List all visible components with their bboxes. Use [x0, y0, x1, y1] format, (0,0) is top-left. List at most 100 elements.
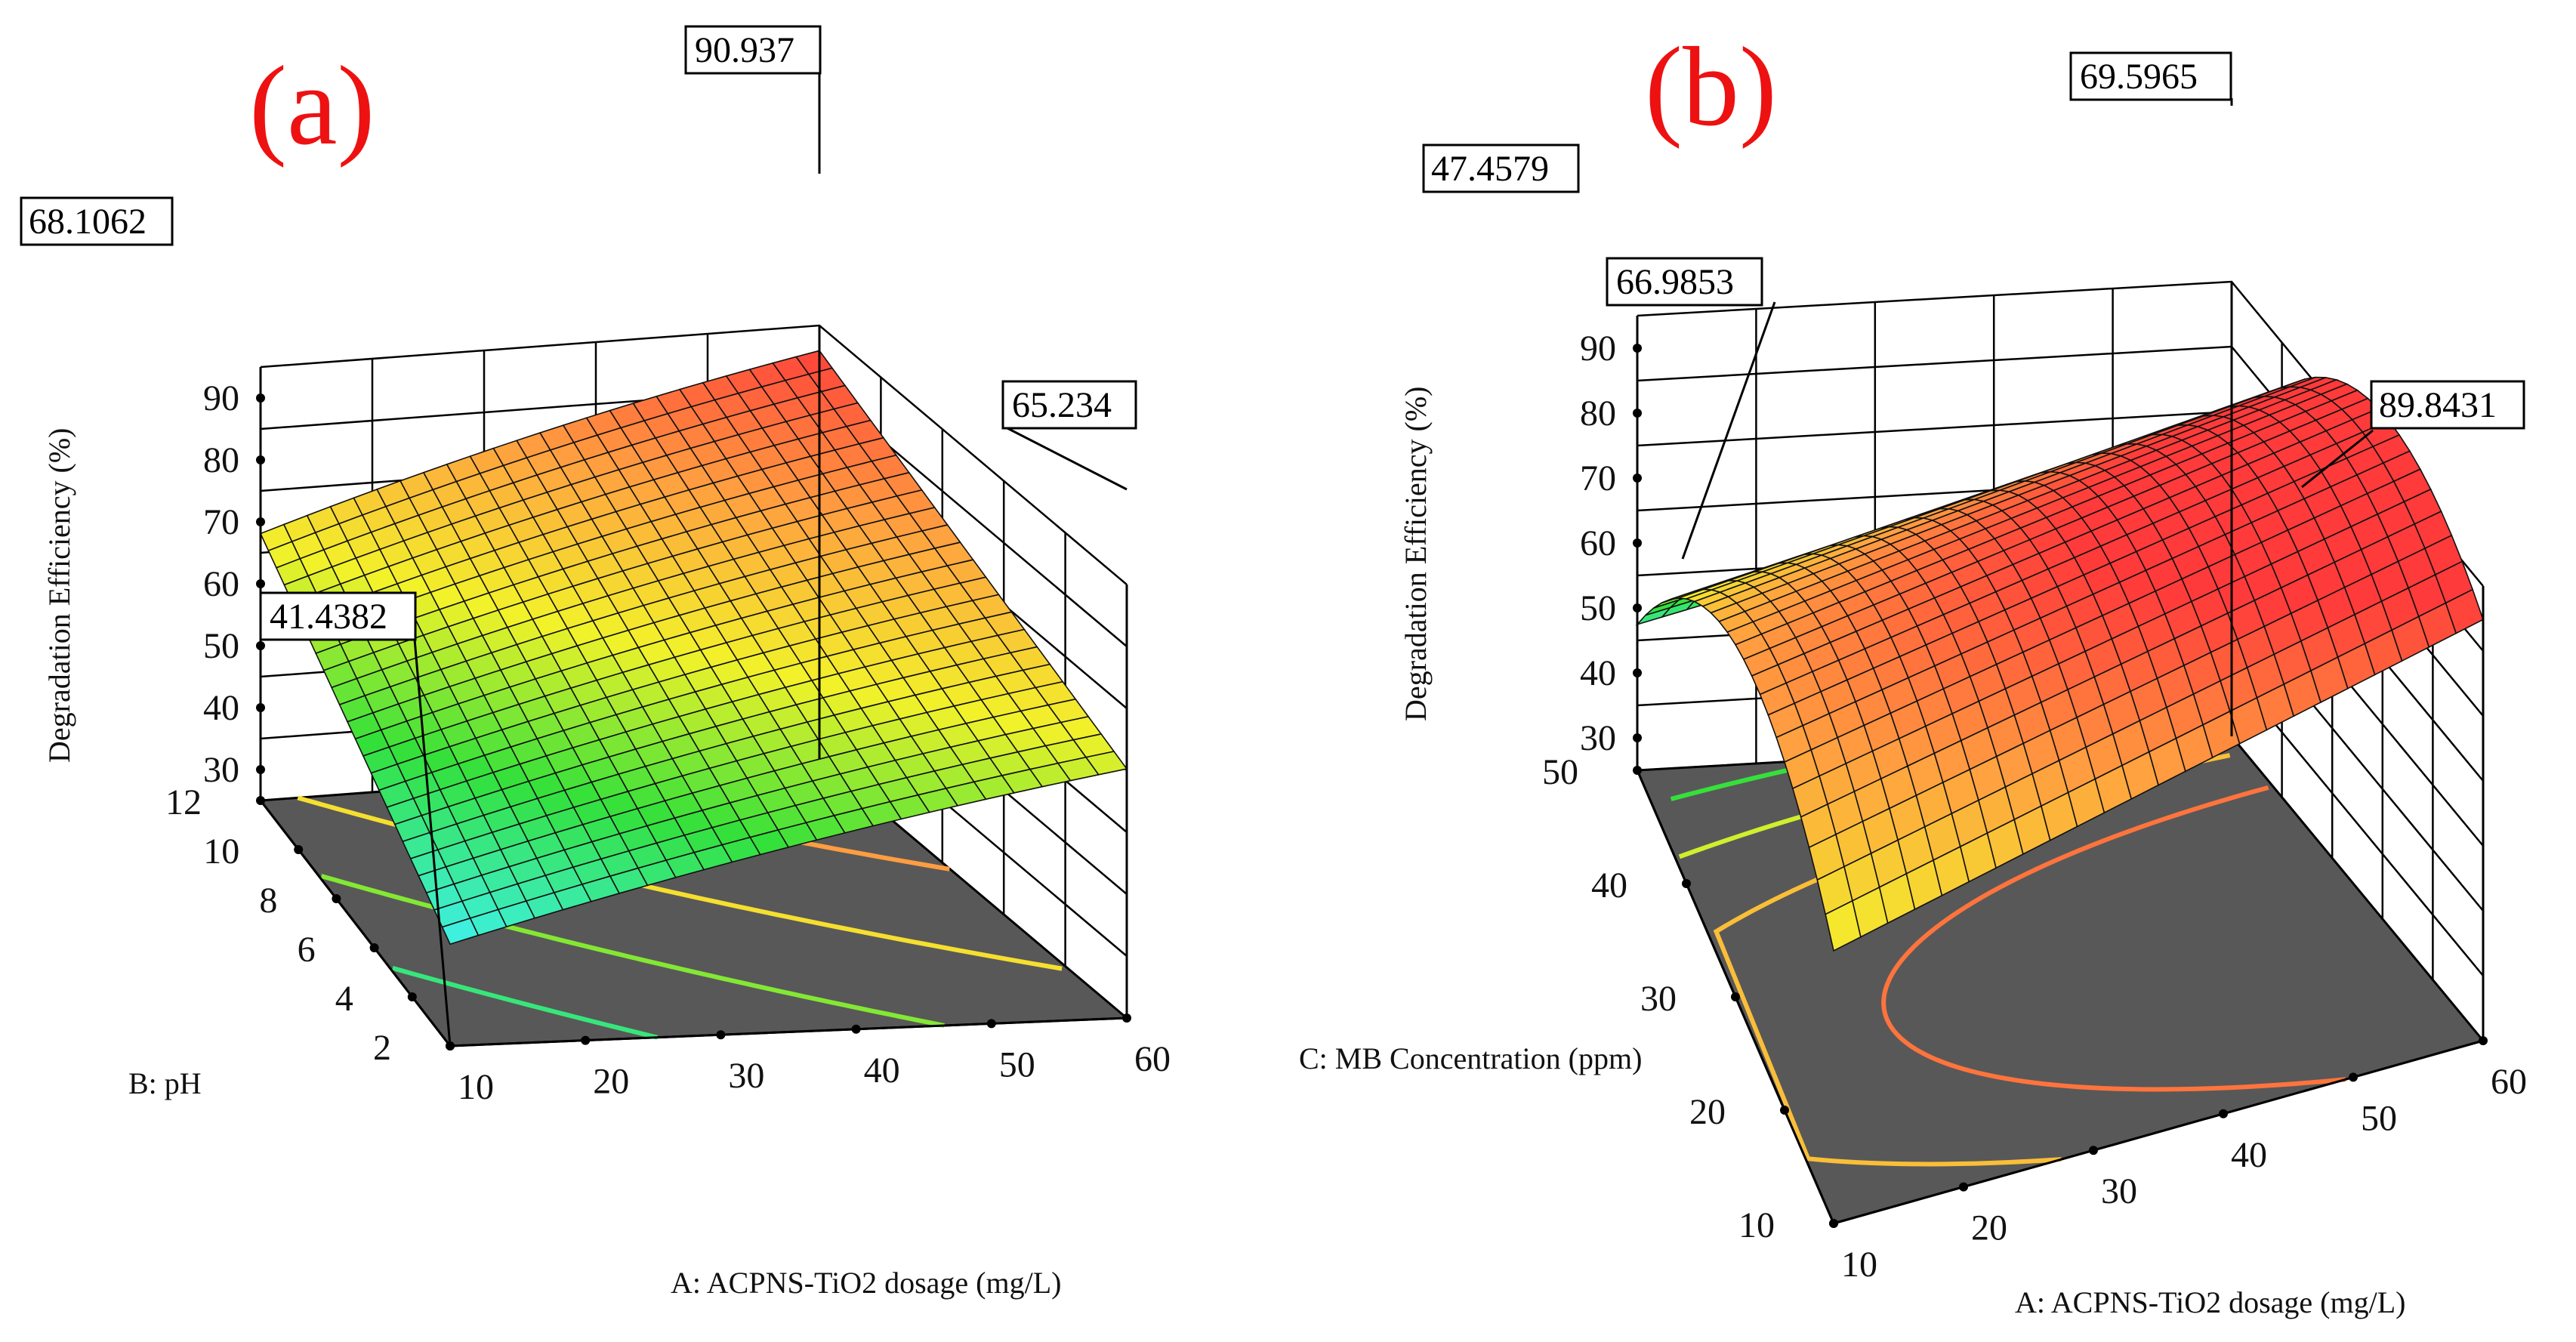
x-tick-label: 20 [593, 1062, 629, 1102]
x-tick-mark [2479, 1036, 2488, 1045]
y-tick-mark [1829, 1219, 1838, 1228]
y-tick-label: 8 [259, 881, 277, 921]
panel-b: (b) 102030405060102030405030405060708090… [1299, 24, 2527, 1319]
panel-b-callout-front-left: 66.9853 [1606, 257, 1763, 307]
panel-b-callout-back-left: 47.4579 [1422, 143, 1580, 193]
x-tick-label: 30 [2101, 1171, 2137, 1211]
z-tick-label: 70 [203, 502, 239, 542]
x-tick-mark [581, 1035, 591, 1045]
x-tick-mark [1122, 1013, 1131, 1023]
panel-b-y-axis-label: C: MB Concentration (ppm) [1299, 1041, 1642, 1075]
x-tick-label: 10 [1841, 1245, 1877, 1285]
z-tick-mark [256, 393, 265, 403]
x-tick-mark [851, 1024, 861, 1034]
z-tick-label: 60 [1580, 523, 1616, 563]
y-tick-mark [369, 943, 379, 952]
z-tick-label: 30 [1580, 718, 1616, 758]
z-tick-label: 50 [203, 626, 239, 666]
surface-cell [1825, 899, 1862, 952]
y-tick-label: 2 [373, 1028, 391, 1068]
panel-b-callout-right: 89.8431 [2370, 380, 2525, 430]
contour-line [392, 966, 659, 1040]
z-tick-mark [1633, 538, 1642, 548]
panel-a-z-axis-label: Degradation Efficiency (%) [42, 428, 76, 764]
svg-text:65.234: 65.234 [1012, 385, 1112, 425]
x-tick-label: 40 [2231, 1135, 2267, 1175]
x-tick-mark [2089, 1146, 2098, 1155]
x-tick-mark [2349, 1072, 2358, 1082]
x-tick-mark [2219, 1109, 2228, 1118]
z-tick-mark [256, 455, 265, 464]
x-tick-mark [716, 1030, 726, 1040]
z-tick-mark [256, 579, 265, 588]
panel-a-title: (a) [249, 43, 375, 168]
z-tick-label: 80 [1580, 393, 1616, 433]
surface-cell [441, 917, 480, 946]
z-tick-label: 50 [1580, 588, 1616, 628]
x-axis-line [449, 1017, 1128, 1047]
panel-b-surface [1635, 376, 2484, 952]
y-tick-mark [1633, 766, 1642, 775]
panel-a-y-axis-label: B: pH [128, 1066, 202, 1100]
panel-a-callout-front: 41.4382 [259, 591, 417, 641]
svg-text:68.1062: 68.1062 [29, 202, 147, 242]
x-tick-label: 20 [1971, 1208, 2007, 1248]
z-tick-mark [1633, 409, 1642, 418]
y-tick-label: 10 [203, 831, 239, 872]
x-tick-label: 50 [2361, 1098, 2397, 1138]
y-tick-mark [294, 845, 304, 854]
z-tick-label: 80 [203, 440, 239, 480]
x-tick-mark [986, 1019, 996, 1029]
y-tick-mark [256, 796, 265, 805]
x-tick-label: 30 [728, 1056, 764, 1096]
y-tick-label: 12 [165, 782, 202, 822]
panel-b-title: (b) [1645, 24, 1777, 150]
x-tick-label: 10 [458, 1067, 494, 1107]
y-tick-mark [1682, 879, 1691, 888]
z-tick-label: 30 [203, 750, 239, 790]
y-tick-label: 20 [1689, 1092, 1726, 1132]
z-tick-mark [1633, 344, 1642, 353]
panel-b-z-axis-label: Degradation Efficiency (%) [1399, 387, 1433, 722]
y-tick-mark [1780, 1106, 1789, 1115]
z-tick-label: 40 [1580, 653, 1616, 693]
y-tick-label: 50 [1542, 752, 1578, 792]
y-tick-label: 30 [1640, 979, 1677, 1019]
z-tick-mark [1633, 474, 1642, 483]
z-tick-mark [256, 641, 265, 650]
y-tick-label: 10 [1738, 1205, 1775, 1245]
svg-text:66.9853: 66.9853 [1616, 262, 1734, 302]
x-tick-label: 60 [1134, 1039, 1171, 1079]
panel-a-callout-back-left: 68.1062 [20, 196, 174, 246]
z-tick-label: 90 [203, 378, 239, 418]
y-tick-label: 4 [335, 979, 353, 1019]
panel-b-x-axis-label: A: ACPNS-TiO2 dosage (mg/L) [2015, 1285, 2405, 1319]
x-axis-line [1833, 1039, 2484, 1225]
z-tick-label: 60 [203, 564, 239, 604]
y-tick-mark [332, 894, 341, 903]
svg-text:47.4579: 47.4579 [1431, 149, 1549, 189]
y-tick-label: 40 [1591, 865, 1627, 905]
z-tick-mark [1633, 668, 1642, 677]
panel-a-surface [259, 350, 1128, 946]
z-tick-mark [1633, 603, 1642, 612]
x-tick-label: 40 [864, 1050, 900, 1091]
svg-text:41.4382: 41.4382 [270, 597, 387, 637]
svg-text:90.937: 90.937 [695, 30, 794, 70]
x-tick-label: 50 [999, 1044, 1035, 1084]
z-tick-mark [256, 703, 265, 712]
z-tick-label: 70 [1580, 458, 1616, 498]
z-tick-mark [1633, 733, 1642, 742]
svg-text:89.8431: 89.8431 [2379, 385, 2497, 425]
z-tick-label: 90 [1580, 329, 1616, 369]
panel-a-callout-max: 90.937 [684, 25, 822, 75]
panel-a-x-axis-label: A: ACPNS-TiO2 dosage (mg/L) [671, 1266, 1061, 1300]
svg-text:69.5965: 69.5965 [2080, 57, 2198, 97]
y-axis-line [259, 800, 452, 1047]
z-tick-label: 40 [203, 688, 239, 728]
y-tick-mark [407, 992, 417, 1001]
